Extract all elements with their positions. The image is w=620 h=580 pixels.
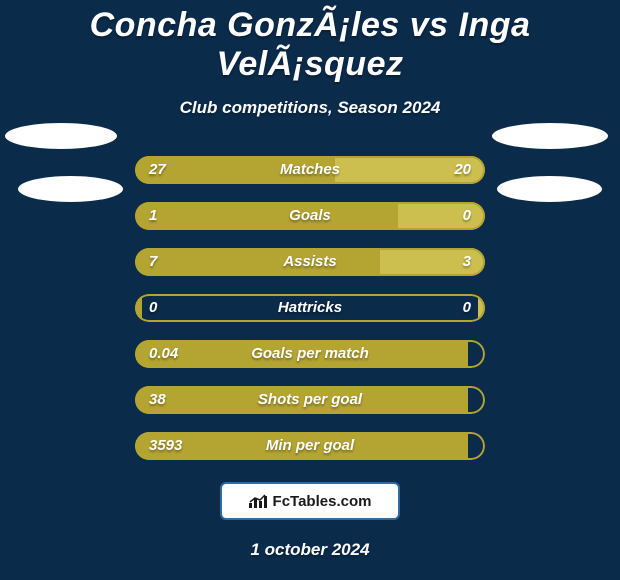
stat-row: 00Hattricks xyxy=(135,294,485,322)
stat-row: 38Shots per goal xyxy=(135,386,485,414)
page-title: Concha GonzÃ¡les vs Inga VelÃ¡squez xyxy=(0,0,620,84)
stat-row: 2720Matches xyxy=(135,156,485,184)
stat-row: 10Goals xyxy=(135,202,485,230)
stat-label: Min per goal xyxy=(135,432,485,460)
player-logo-placeholder xyxy=(492,123,608,149)
comparison-infographic: Concha GonzÃ¡les vs Inga VelÃ¡squez Club… xyxy=(0,0,620,580)
stat-label: Goals xyxy=(135,202,485,230)
stat-row: 73Assists xyxy=(135,248,485,276)
stat-label: Goals per match xyxy=(135,340,485,368)
stat-row: 3593Min per goal xyxy=(135,432,485,460)
brand-text: FcTables.com xyxy=(273,493,372,510)
stat-label: Assists xyxy=(135,248,485,276)
stat-label: Hattricks xyxy=(135,294,485,322)
stat-label: Matches xyxy=(135,156,485,184)
player-logo-placeholder xyxy=(5,123,117,149)
chart-area: 2720Matches 10Goals 73Assists 00Hattricks 0.… xyxy=(0,156,620,460)
player-logo-placeholder xyxy=(497,176,602,202)
brand-badge: FcTables.com xyxy=(220,482,400,520)
page-subtitle: Club competitions, Season 2024 xyxy=(0,98,620,118)
chart-icon xyxy=(249,494,267,508)
stat-label: Shots per goal xyxy=(135,386,485,414)
date-text: 1 october 2024 xyxy=(0,540,620,560)
stat-row: 0.04Goals per match xyxy=(135,340,485,368)
player-logo-placeholder xyxy=(18,176,123,202)
